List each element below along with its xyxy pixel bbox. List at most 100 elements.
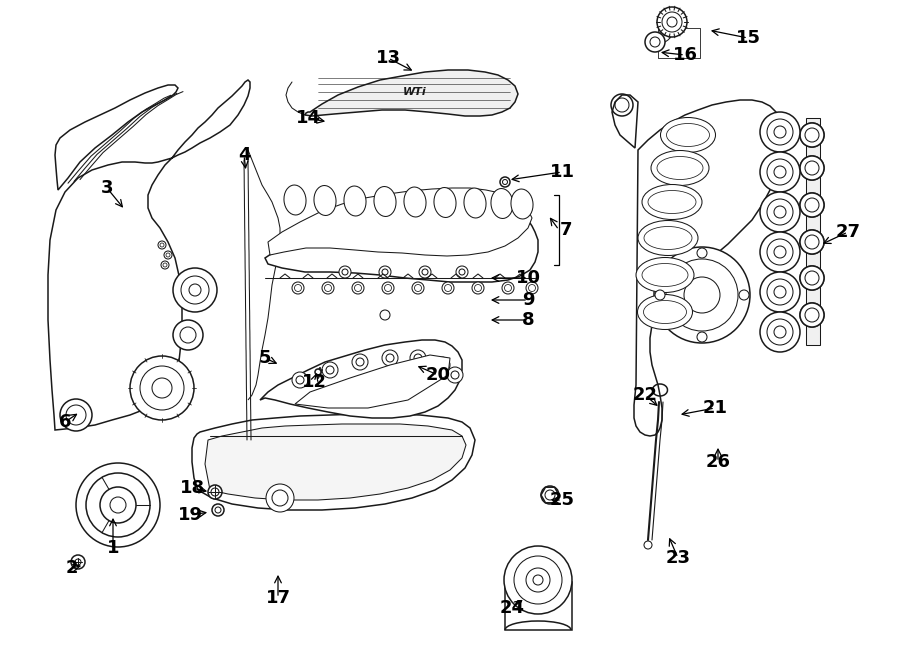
Circle shape	[66, 405, 86, 425]
Ellipse shape	[284, 185, 306, 215]
Circle shape	[60, 399, 92, 431]
Circle shape	[380, 310, 390, 320]
Circle shape	[800, 303, 824, 327]
Circle shape	[805, 271, 819, 285]
Polygon shape	[265, 203, 538, 282]
Circle shape	[767, 159, 793, 185]
Circle shape	[414, 354, 422, 362]
Circle shape	[292, 372, 308, 388]
Circle shape	[805, 308, 819, 322]
Circle shape	[412, 282, 424, 294]
Circle shape	[767, 199, 793, 225]
Ellipse shape	[637, 295, 692, 329]
Ellipse shape	[644, 227, 692, 249]
Ellipse shape	[667, 124, 709, 147]
Ellipse shape	[404, 187, 426, 217]
Circle shape	[163, 263, 167, 267]
Polygon shape	[205, 424, 466, 500]
Ellipse shape	[636, 258, 694, 293]
Text: 24: 24	[500, 599, 525, 617]
Ellipse shape	[651, 151, 709, 186]
Circle shape	[325, 284, 331, 292]
Circle shape	[456, 266, 468, 278]
Circle shape	[528, 284, 536, 292]
Ellipse shape	[661, 118, 716, 153]
Circle shape	[805, 128, 819, 142]
Circle shape	[760, 192, 800, 232]
Text: 27: 27	[835, 223, 860, 241]
Text: 4: 4	[238, 146, 250, 164]
Circle shape	[760, 232, 800, 272]
Circle shape	[697, 248, 707, 258]
Circle shape	[71, 555, 85, 569]
Circle shape	[645, 32, 665, 52]
Circle shape	[526, 568, 550, 592]
Ellipse shape	[644, 301, 687, 323]
Circle shape	[655, 290, 665, 300]
Circle shape	[459, 269, 465, 275]
Circle shape	[805, 235, 819, 249]
Circle shape	[800, 230, 824, 254]
Text: 25: 25	[550, 491, 574, 509]
Circle shape	[800, 230, 824, 254]
Circle shape	[208, 485, 222, 499]
Circle shape	[666, 259, 738, 331]
Circle shape	[800, 123, 824, 147]
Text: 12: 12	[302, 373, 327, 391]
Circle shape	[86, 473, 150, 537]
Circle shape	[667, 17, 677, 27]
Circle shape	[805, 235, 819, 249]
Circle shape	[322, 282, 334, 294]
Circle shape	[215, 507, 221, 513]
Circle shape	[212, 504, 224, 516]
Circle shape	[75, 559, 81, 565]
Circle shape	[130, 356, 194, 420]
Circle shape	[315, 369, 321, 375]
Circle shape	[684, 277, 720, 313]
Circle shape	[451, 371, 459, 379]
Text: 13: 13	[375, 49, 401, 67]
Circle shape	[774, 206, 786, 218]
Circle shape	[422, 269, 428, 275]
Text: 10: 10	[516, 269, 541, 287]
Circle shape	[541, 486, 559, 504]
Circle shape	[110, 497, 126, 513]
Circle shape	[211, 488, 219, 496]
Text: 15: 15	[735, 29, 760, 47]
Circle shape	[161, 261, 169, 269]
Polygon shape	[268, 188, 532, 256]
Text: 1: 1	[107, 539, 119, 557]
Circle shape	[526, 282, 538, 294]
Circle shape	[739, 290, 749, 300]
Text: 6: 6	[58, 413, 71, 431]
Circle shape	[760, 312, 800, 352]
Circle shape	[180, 327, 196, 343]
Circle shape	[438, 361, 446, 369]
Polygon shape	[295, 355, 450, 408]
Polygon shape	[541, 487, 559, 503]
Circle shape	[292, 282, 304, 294]
Circle shape	[767, 239, 793, 265]
Circle shape	[774, 326, 786, 338]
Ellipse shape	[434, 188, 456, 217]
Ellipse shape	[491, 188, 513, 219]
Ellipse shape	[374, 186, 396, 216]
Polygon shape	[48, 80, 250, 430]
Ellipse shape	[642, 264, 688, 286]
Circle shape	[356, 358, 364, 366]
Circle shape	[800, 156, 824, 180]
Circle shape	[505, 284, 511, 292]
Text: 19: 19	[177, 506, 202, 524]
Circle shape	[805, 198, 819, 212]
Circle shape	[382, 269, 388, 275]
Circle shape	[697, 332, 707, 342]
Circle shape	[382, 282, 394, 294]
Ellipse shape	[314, 186, 336, 215]
Circle shape	[805, 271, 819, 285]
Circle shape	[504, 546, 572, 614]
Circle shape	[322, 362, 338, 378]
Circle shape	[166, 253, 170, 257]
Circle shape	[760, 152, 800, 192]
Ellipse shape	[638, 221, 698, 256]
Circle shape	[173, 268, 217, 312]
